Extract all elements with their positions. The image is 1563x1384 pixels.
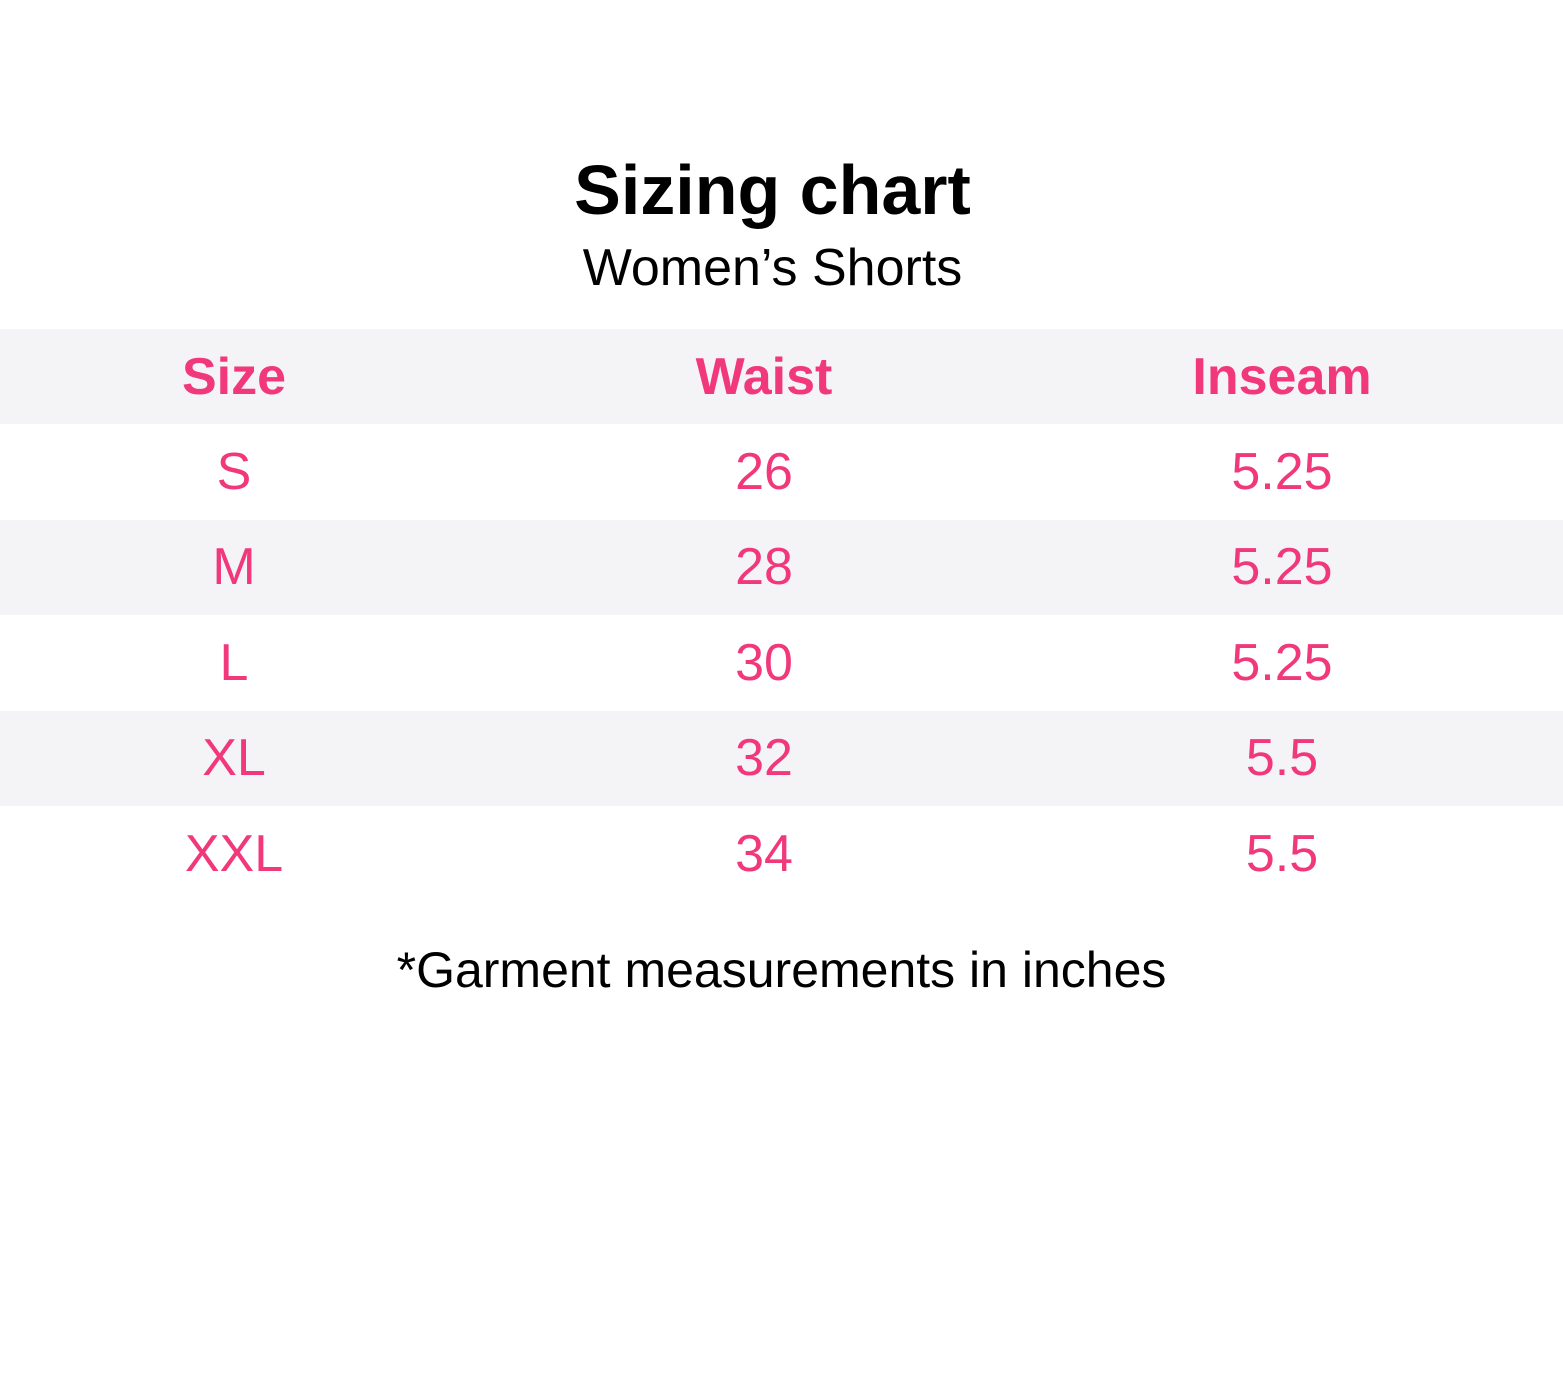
inseam-cell: 5.25 bbox=[1231, 538, 1333, 597]
inseam-cell: 5.5 bbox=[1245, 729, 1319, 788]
header-inseam: Inseam bbox=[1192, 347, 1372, 406]
table-row: XL 32 5.5 bbox=[0, 710, 1563, 806]
page-title: Sizing chart bbox=[574, 151, 971, 229]
waist-cell: 32 bbox=[735, 729, 793, 788]
size-cell: L bbox=[219, 633, 249, 692]
waist-cell: 26 bbox=[735, 443, 793, 502]
table-row: L 30 5.25 bbox=[0, 615, 1563, 710]
inseam-cell: 5.5 bbox=[1245, 824, 1319, 883]
size-cell: M bbox=[212, 538, 256, 597]
waist-cell: 30 bbox=[735, 633, 793, 692]
waist-cell: 34 bbox=[735, 824, 793, 883]
table-row: S 26 5.25 bbox=[0, 424, 1563, 519]
header-waist: Waist bbox=[695, 347, 833, 406]
size-cell: XL bbox=[202, 729, 266, 788]
header-size: Size bbox=[181, 347, 287, 406]
inseam-cell: 5.25 bbox=[1231, 633, 1333, 692]
sizing-table: Size Waist Inseam S 26 5.25 M 28 5.25 L … bbox=[0, 329, 1563, 901]
page-subtitle: Women’s Shorts bbox=[582, 239, 963, 297]
table-row: M 28 5.25 bbox=[0, 519, 1563, 616]
waist-cell: 28 bbox=[735, 538, 793, 597]
footnote: *Garment measurements in inches bbox=[396, 942, 1167, 998]
size-cell: XXL bbox=[184, 824, 284, 883]
table-header-row: Size Waist Inseam bbox=[0, 329, 1563, 425]
inseam-cell: 5.25 bbox=[1231, 443, 1333, 502]
table-row: XXL 34 5.5 bbox=[0, 806, 1563, 901]
size-cell: S bbox=[216, 443, 252, 502]
